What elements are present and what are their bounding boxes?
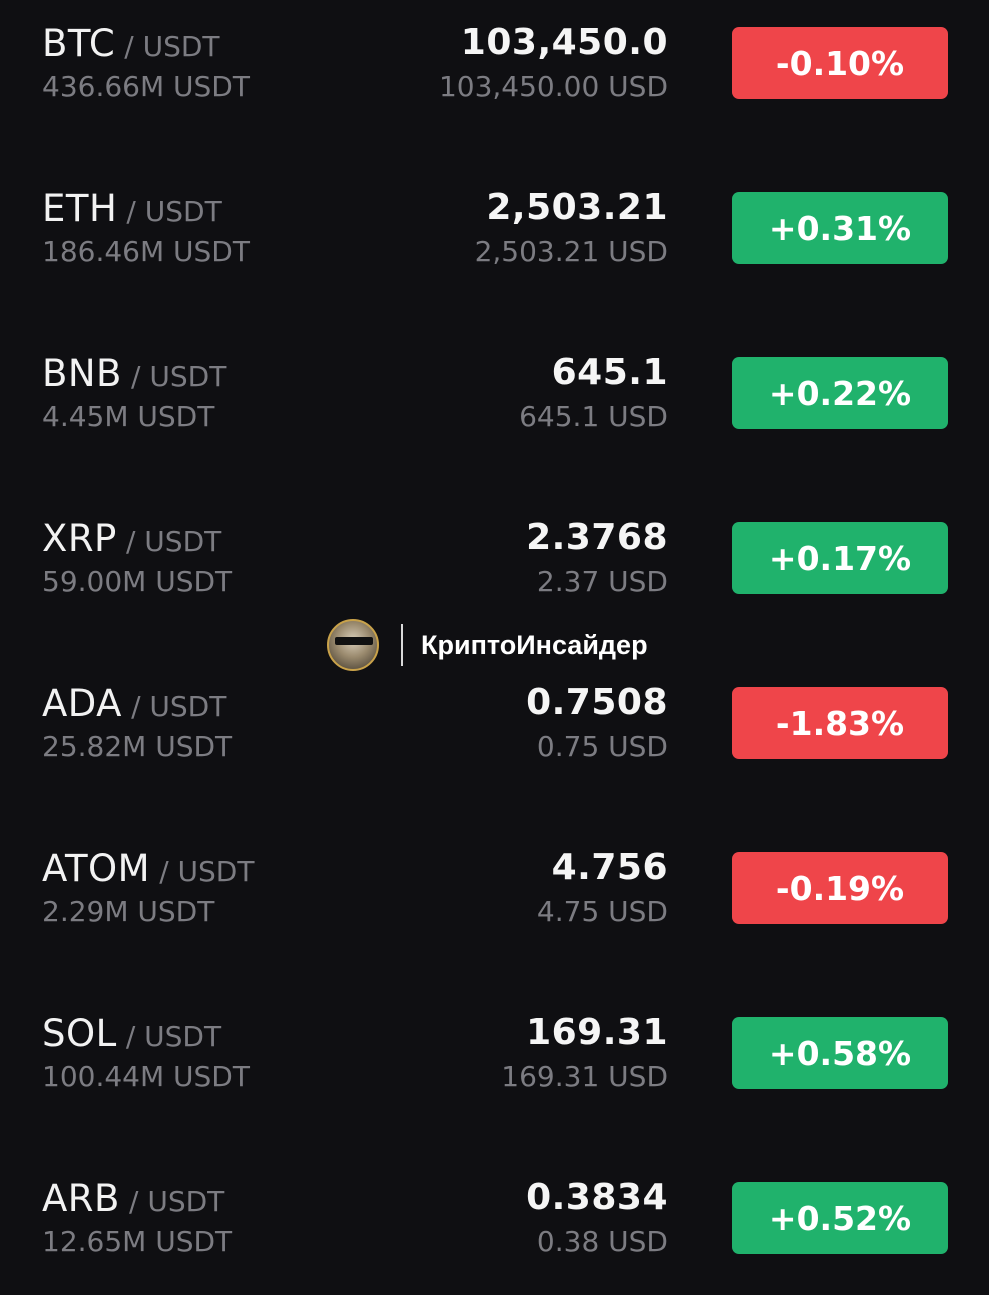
change-badge[interactable]: +0.58% [732, 1017, 948, 1089]
change-badge[interactable]: -1.83% [732, 687, 948, 759]
watermark-divider [401, 624, 403, 666]
pair-name: SOL / USDT [42, 1012, 221, 1055]
change-badge[interactable]: -0.19% [732, 852, 948, 924]
change-badge[interactable]: -0.10% [732, 27, 948, 99]
pair-name: ADA / USDT [42, 682, 226, 725]
market-row-bnb[interactable]: BNB / USDT 4.45M USDT 645.1 645.1 USD +0… [0, 330, 989, 470]
change-badge[interactable]: +0.31% [732, 192, 948, 264]
last-price: 103,450.0 [460, 22, 668, 63]
market-row-atom[interactable]: ATOM / USDT 2.29M USDT 4.756 4.75 USD -0… [0, 825, 989, 965]
volume: 436.66M USDT [42, 70, 250, 103]
base-symbol: ETH [42, 187, 118, 230]
channel-avatar-icon [327, 619, 379, 671]
change-badge[interactable]: +0.52% [732, 1182, 948, 1254]
market-row-xrp[interactable]: XRP / USDT 59.00M USDT 2.3768 2.37 USD +… [0, 495, 989, 635]
volume: 100.44M USDT [42, 1060, 250, 1093]
base-symbol: ADA [42, 682, 122, 725]
pair-name: ETH / USDT [42, 187, 222, 230]
quote-symbol: / USDT [131, 360, 227, 393]
volume: 59.00M USDT [42, 565, 233, 598]
last-price: 2,503.21 [486, 187, 668, 228]
last-price: 0.3834 [526, 1177, 668, 1218]
last-price: 169.31 [526, 1012, 668, 1053]
quote-symbol: / USDT [126, 195, 222, 228]
fiat-price: 103,450.00 USD [438, 70, 668, 103]
volume: 25.82M USDT [42, 730, 233, 763]
base-symbol: ARB [42, 1177, 120, 1220]
change-badge[interactable]: +0.22% [732, 357, 948, 429]
change-badge[interactable]: +0.17% [732, 522, 948, 594]
market-row-eth[interactable]: ETH / USDT 186.46M USDT 2,503.21 2,503.2… [0, 165, 989, 305]
last-price: 2.3768 [526, 517, 668, 558]
base-symbol: SOL [42, 1012, 117, 1055]
fiat-price: 645.1 USD [519, 400, 668, 433]
channel-name: КриптоИнсайдер [421, 629, 648, 660]
fiat-price: 2,503.21 USD [474, 235, 668, 268]
volume: 12.65M USDT [42, 1225, 233, 1258]
pair-name: XRP / USDT [42, 517, 221, 560]
market-row-ada[interactable]: ADA / USDT 25.82M USDT 0.7508 0.75 USD -… [0, 660, 989, 800]
volume: 4.45M USDT [42, 400, 215, 433]
channel-watermark: КриптоИнсайдер [327, 618, 648, 672]
pair-name: ATOM / USDT [42, 847, 254, 890]
pair-name: BTC / USDT [42, 22, 220, 65]
market-row-sol[interactable]: SOL / USDT 100.44M USDT 169.31 169.31 US… [0, 990, 989, 1130]
volume: 2.29M USDT [42, 895, 215, 928]
last-price: 4.756 [551, 847, 668, 888]
quote-symbol: / USDT [125, 1020, 222, 1053]
fiat-price: 2.37 USD [536, 565, 668, 598]
quote-symbol: / USDT [124, 30, 220, 63]
market-row-btc[interactable]: BTC / USDT 436.66M USDT 103,450.0 103,45… [0, 0, 989, 140]
base-symbol: BNB [42, 352, 122, 395]
last-price: 645.1 [551, 352, 668, 393]
fiat-price: 0.75 USD [536, 730, 668, 763]
market-row-arb[interactable]: ARB / USDT 12.65M USDT 0.3834 0.38 USD +… [0, 1155, 989, 1295]
quote-symbol: / USDT [125, 525, 222, 558]
quote-symbol: / USDT [131, 690, 227, 723]
fiat-price: 169.31 USD [501, 1060, 668, 1093]
fiat-price: 4.75 USD [536, 895, 668, 928]
base-symbol: ATOM [42, 847, 151, 890]
pair-name: BNB / USDT [42, 352, 226, 395]
fiat-price: 0.38 USD [536, 1225, 668, 1258]
volume: 186.46M USDT [42, 235, 250, 268]
quote-symbol: / USDT [159, 855, 255, 888]
quote-symbol: / USDT [129, 1185, 225, 1218]
last-price: 0.7508 [526, 682, 668, 723]
pair-name: ARB / USDT [42, 1177, 224, 1220]
base-symbol: XRP [42, 517, 117, 560]
base-symbol: BTC [42, 22, 116, 65]
